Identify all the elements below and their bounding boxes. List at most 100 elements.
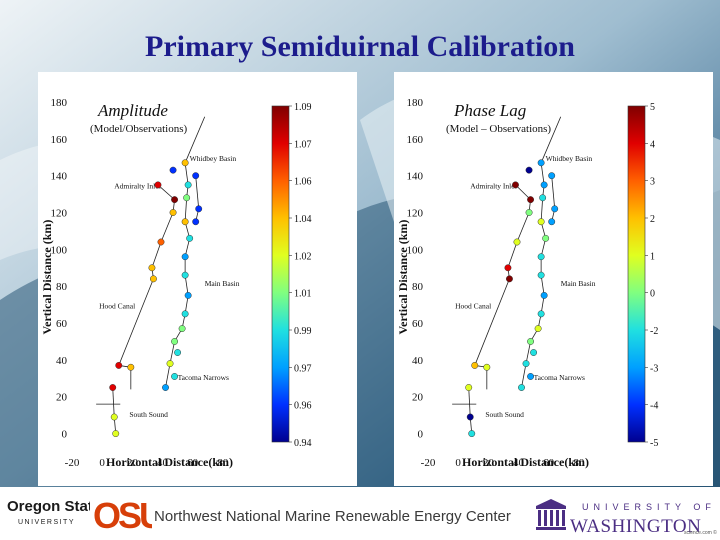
track-segment: [551, 175, 556, 209]
region-label: Whidbey Basin: [190, 154, 237, 163]
station-marker: [537, 159, 545, 167]
x-tick-label: 40: [513, 457, 525, 469]
osu-mark-logo: OSU: [93, 495, 152, 534]
x-tick-label: -20: [421, 457, 436, 469]
track-segment: [540, 116, 562, 163]
station-marker: [551, 205, 559, 213]
station-marker: [525, 166, 533, 174]
y-tick-label: 100: [407, 244, 424, 256]
region-label: South Sound: [485, 410, 524, 419]
x-tick-label: 0: [455, 457, 461, 469]
station-marker: [466, 413, 474, 421]
y-tick-label: 100: [51, 244, 68, 256]
station-marker: [169, 166, 177, 174]
station-marker: [471, 361, 479, 369]
station-marker: [468, 430, 476, 438]
station-marker: [504, 264, 512, 272]
uw-top-text: UNIVERSITY OF: [582, 502, 716, 512]
y-axis-label: Vertical Distance (km): [396, 220, 410, 335]
station-marker: [174, 349, 182, 356]
colorbar-tick-label: 2: [650, 214, 655, 225]
region-label: Admiralty Inlet: [470, 182, 517, 191]
station-marker: [178, 325, 186, 333]
colorbar-tick-label: 1: [650, 251, 655, 262]
x-tick-label: 0: [99, 457, 105, 469]
station-marker: [157, 238, 165, 246]
track-segment: [165, 363, 171, 388]
colorbar-tick-label: 0.99: [294, 326, 312, 337]
station-marker: [166, 360, 174, 368]
y-tick-label: 20: [412, 392, 424, 404]
x-tick-label: 20: [483, 457, 495, 469]
track-segment: [157, 184, 175, 200]
station-marker: [534, 325, 542, 333]
station-marker: [109, 384, 117, 391]
y-tick-label: 0: [418, 429, 424, 441]
x-axis-label: Horizontal Distance(km): [106, 455, 233, 469]
station-marker: [512, 181, 519, 189]
track-segment: [160, 212, 174, 243]
station-marker: [192, 172, 200, 180]
track-segment: [468, 387, 471, 418]
y-tick-label: 160: [51, 134, 68, 146]
colorbar-tick-label: -2: [650, 326, 658, 337]
station-marker: [112, 430, 120, 438]
station-marker: [465, 384, 473, 391]
y-tick-label: 80: [412, 281, 424, 293]
station-marker: [184, 291, 192, 299]
y-tick-label: 180: [407, 97, 424, 109]
x-tick-label: 60: [187, 457, 199, 469]
station-marker: [513, 238, 521, 246]
y-tick-label: 40: [56, 355, 68, 367]
chart-subtitle: (Model – Observations): [446, 123, 551, 135]
station-marker: [186, 234, 194, 242]
y-tick-label: 20: [56, 392, 68, 404]
x-axis-label: Horizontal Distance(km): [462, 455, 589, 469]
station-marker: [181, 159, 189, 167]
y-tick-label: 140: [407, 171, 424, 183]
x-tick-label: 40: [157, 457, 169, 469]
station-marker: [181, 253, 189, 261]
station-marker: [506, 275, 513, 283]
station-marker: [110, 413, 118, 421]
region-label: Tacoma Narrows: [178, 373, 229, 382]
station-marker: [537, 271, 545, 279]
region-label: Hood Canal: [99, 301, 135, 310]
image-credit: science.com ©: [684, 530, 717, 536]
region-label: Tacoma Narrows: [534, 373, 585, 382]
x-tick-label: 80: [217, 457, 229, 469]
station-marker: [184, 181, 192, 189]
station-marker: [483, 363, 491, 371]
track-segment: [169, 341, 175, 364]
region-label: Whidbey Basin: [546, 154, 593, 163]
region-label: Main Basin: [561, 279, 596, 288]
colorbar-tick-label: 1.09: [294, 102, 312, 113]
chart-subtitle: (Model/Observations): [90, 123, 187, 135]
phase-lag-panel: Phase Lag (Model – Observations) 0 20 40 60 80…: [394, 72, 713, 486]
colorbar: [627, 105, 646, 443]
track-segment: [184, 116, 206, 163]
uw-logo: UNIVERSITY OF WASHINGTON: [536, 499, 716, 536]
station-marker: [169, 209, 177, 216]
colorbar-tick-label: -4: [650, 401, 658, 412]
station-marker: [195, 205, 203, 213]
phase-lag-chart: Phase Lag(Model – Observations)020406080…: [396, 97, 658, 469]
track-segment: [516, 212, 530, 243]
colorbar-tick-label: 1.01: [294, 289, 312, 300]
colorbar: [271, 105, 290, 443]
y-tick-label: 40: [412, 355, 424, 367]
station-marker: [530, 349, 538, 356]
station-marker: [548, 172, 556, 180]
amplitude-chart: Amplitude (Model/Observations) 0 20 40 60 80 10…: [40, 97, 312, 469]
oregon-state-name: Oregon State: [7, 498, 90, 515]
footer-text: Northwest National Marine Renewable Ener…: [154, 508, 511, 525]
station-marker: [525, 209, 533, 216]
y-tick-label: 180: [51, 97, 68, 109]
oregon-state-sub: UNIVERSITY: [18, 519, 75, 526]
amplitude-panel: Amplitude (Model/Observations) 0 20 40 60 80 10…: [38, 72, 357, 486]
station-marker: [548, 218, 556, 226]
station-marker: [537, 310, 545, 318]
region-label: Admiralty Inlet: [114, 182, 161, 191]
station-marker: [127, 363, 135, 371]
colorbar-tick-label: 0.96: [294, 401, 312, 412]
